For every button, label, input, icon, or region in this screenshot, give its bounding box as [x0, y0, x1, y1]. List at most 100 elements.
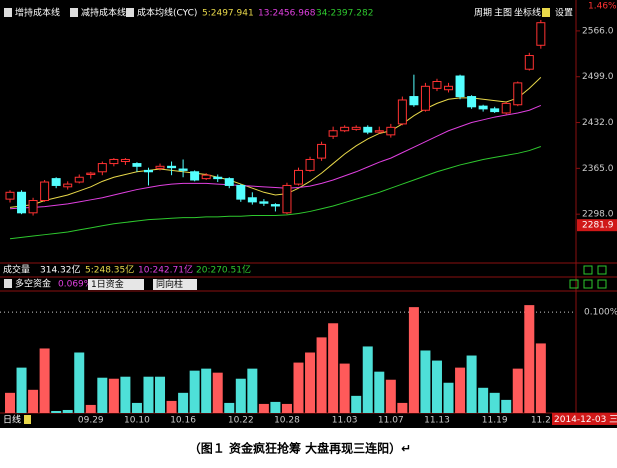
candle-body [86, 172, 96, 176]
x-tick-label: 10.10 [124, 416, 150, 426]
panel-icon[interactable] [583, 279, 593, 289]
bar [5, 392, 15, 413]
candle-body [74, 176, 84, 183]
bar [374, 371, 385, 413]
bar [224, 402, 235, 413]
bar [189, 370, 200, 413]
candle-body [132, 163, 142, 167]
candle-body [294, 169, 303, 185]
toolbar-button[interactable]: 周期 [474, 8, 492, 19]
candle-body [467, 96, 477, 108]
bar [443, 382, 454, 413]
indicator-label[interactable]: 增持成本线 [15, 7, 60, 19]
candle-body [155, 165, 165, 169]
bar [51, 410, 62, 413]
bar [201, 368, 212, 413]
date-badge-label: 2014-12-03 三 [554, 415, 617, 425]
change-label: 1.46% [588, 2, 617, 12]
y-tick-label: 0.100% [584, 308, 617, 318]
candle-body [351, 126, 361, 130]
candle-body [397, 99, 407, 125]
bar [235, 378, 246, 413]
toolbar-button[interactable]: 主图 [494, 7, 512, 19]
ma-value: 13:2456.968 [258, 9, 316, 19]
ma-line [9, 146, 542, 240]
x-tick-label: 10.22 [228, 416, 254, 426]
bar [281, 403, 292, 413]
candle-body [17, 191, 27, 214]
bar [524, 305, 535, 413]
candle-body [455, 75, 465, 98]
candle-body [270, 204, 280, 207]
candle-body [524, 55, 534, 70]
bar [501, 399, 512, 413]
candle-body [420, 85, 430, 111]
bar [97, 377, 108, 413]
candle-body [536, 22, 546, 46]
help-icon[interactable] [4, 8, 12, 17]
candle-body [478, 105, 488, 110]
volume-value: 314.32亿 [40, 264, 81, 276]
candle-body [224, 178, 234, 186]
candle-body [247, 197, 257, 203]
bar [512, 368, 523, 413]
bar [247, 368, 258, 413]
dropdown-label[interactable]: 同向柱 [156, 278, 183, 290]
candle-body [340, 126, 350, 132]
bar [131, 402, 142, 413]
ma-line [9, 104, 542, 210]
y-tick-label: 2432.0 [582, 118, 614, 128]
bar [385, 379, 396, 413]
help-icon[interactable] [70, 8, 78, 17]
candle-body [97, 163, 107, 173]
panel-icon[interactable] [597, 279, 607, 289]
candle-body [513, 82, 523, 106]
lock-icon[interactable] [542, 8, 550, 17]
bar [293, 362, 304, 413]
candle-body [143, 169, 153, 173]
candle-body [120, 158, 130, 163]
toolbar-button[interactable]: 坐标线 [514, 7, 541, 19]
help-icon[interactable] [126, 8, 134, 17]
bar [270, 401, 281, 413]
bar [339, 363, 350, 413]
dropdown[interactable] [153, 279, 197, 290]
x-tick-label: 11.07 [378, 416, 404, 426]
dropdown[interactable] [88, 279, 144, 290]
candle-body [167, 165, 177, 169]
candle-body [328, 130, 338, 137]
bar [155, 376, 166, 413]
period-label[interactable]: 日线 [3, 414, 21, 426]
panel-icon[interactable] [583, 265, 593, 275]
help-icon[interactable] [4, 279, 12, 288]
candle-body [317, 143, 327, 159]
candle-body [201, 174, 211, 180]
candle-body [109, 158, 119, 165]
panel-icon[interactable] [597, 265, 607, 275]
candle-body [236, 184, 246, 200]
bar [108, 378, 119, 413]
bar [397, 402, 408, 413]
indicator-label[interactable]: 减持成本线 [81, 7, 126, 19]
candle-body [444, 85, 454, 91]
candle-body [409, 96, 419, 106]
panel-title: 多空资金 [15, 278, 51, 290]
volume-ma: 5:248.35亿 [85, 264, 134, 276]
period-icon[interactable] [24, 415, 31, 424]
volume-ma: 20:270.51亿 [196, 264, 251, 276]
x-tick-label: 10.16 [170, 416, 196, 426]
candle-body [63, 183, 73, 188]
bar [258, 403, 269, 413]
y-tick-label: 2566.0 [582, 26, 614, 36]
bar [489, 392, 500, 413]
toolbar-button[interactable]: 设置 [555, 8, 573, 19]
dropdown-label[interactable]: 1日资金 [91, 278, 124, 290]
indicator-label[interactable]: 成本均线(CYC) [137, 7, 197, 19]
bar [166, 400, 177, 413]
panel-icon[interactable] [569, 279, 579, 289]
bar [143, 376, 154, 413]
candle-body [178, 168, 188, 171]
bar [39, 348, 50, 413]
bar [62, 409, 73, 413]
